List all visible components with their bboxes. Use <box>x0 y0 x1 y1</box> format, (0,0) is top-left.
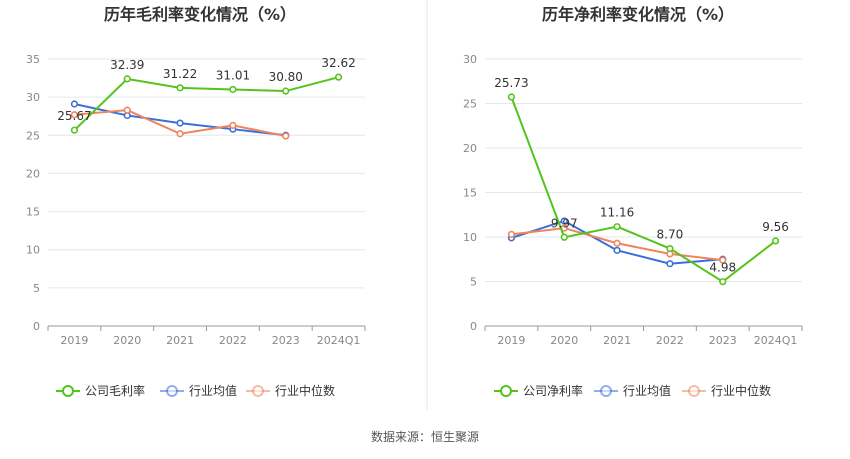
legend-marker <box>600 385 612 397</box>
data-point[interactable] <box>666 260 674 268</box>
chart-title: 历年净利率变化情况（%） <box>542 5 734 24</box>
chart-title: 历年毛利率变化情况（%） <box>104 5 296 24</box>
legend-marker <box>62 385 74 397</box>
data-point[interactable] <box>70 126 79 134</box>
legend-item[interactable]: 行业均值 <box>594 383 671 398</box>
x-tick-label: 2023 <box>272 334 300 347</box>
data-point[interactable] <box>507 230 516 238</box>
data-point[interactable] <box>507 93 516 101</box>
x-tick-label: 2020 <box>550 334 578 347</box>
data-label: 4.98 <box>709 261 736 275</box>
data-label: 31.01 <box>216 68 250 82</box>
x-tick-label: 2022 <box>656 334 684 347</box>
data-label: 25.67 <box>57 109 91 123</box>
x-tick-label: 2019 <box>497 334 525 347</box>
y-tick-label: 20 <box>26 167 40 180</box>
legend-item[interactable]: 行业中位数 <box>246 383 335 398</box>
x-tick-label: 2019 <box>60 334 88 347</box>
x-tick-label: 2021 <box>603 334 631 347</box>
legend-label: 行业均值 <box>623 383 671 398</box>
chart-2: 历年净利率变化情况（%） 0 5 10 15 20 25 30 2019 2020 2021 2022… <box>463 5 803 398</box>
series-3 <box>70 106 290 140</box>
legend-marker <box>688 385 700 397</box>
data-point[interactable] <box>176 119 184 127</box>
legend-item[interactable]: 行业均值 <box>160 383 237 398</box>
data-point[interactable] <box>613 239 621 247</box>
data-point[interactable] <box>70 100 79 108</box>
data-point[interactable] <box>282 132 290 140</box>
x-tick-label: 2021 <box>166 334 194 347</box>
legend-label: 公司净利率 <box>523 383 583 398</box>
legend-label: 行业中位数 <box>711 383 771 398</box>
data-label: 32.62 <box>321 56 355 70</box>
data-label: 9.56 <box>762 220 789 234</box>
data-point[interactable] <box>771 237 780 245</box>
data-point[interactable] <box>719 278 727 286</box>
data-point[interactable] <box>282 87 290 95</box>
data-label: 8.70 <box>657 228 684 242</box>
legend-label: 行业中位数 <box>275 383 335 398</box>
x-tick-label: 2023 <box>709 334 737 347</box>
data-point[interactable] <box>613 246 621 254</box>
legend-item[interactable]: 公司毛利率 <box>56 383 145 398</box>
data-point[interactable] <box>176 84 184 92</box>
y-tick-label: 30 <box>463 53 477 66</box>
series-3 <box>507 224 727 264</box>
y-tick-label: 0 <box>33 320 40 333</box>
y-tick-label: 5 <box>470 276 477 289</box>
y-tick-label: 0 <box>470 320 477 333</box>
legend-marker <box>166 385 178 397</box>
y-tick-label: 10 <box>463 231 477 244</box>
data-point[interactable] <box>666 244 674 253</box>
data-point[interactable] <box>719 256 727 264</box>
data-point[interactable] <box>613 223 621 231</box>
data-point[interactable] <box>123 75 131 83</box>
legend-label: 公司毛利率 <box>85 383 145 398</box>
y-tick-label: 25 <box>463 98 477 111</box>
x-tick-label: 2022 <box>219 334 247 347</box>
y-tick-label: 30 <box>26 91 40 104</box>
legend-marker <box>500 385 512 397</box>
x-tick-label: 2024Q1 <box>317 334 361 347</box>
data-point[interactable] <box>70 111 79 119</box>
data-label: 11.16 <box>600 206 634 220</box>
data-label: 32.39 <box>110 58 144 72</box>
data-point[interactable] <box>123 106 131 114</box>
y-tick-label: 35 <box>26 53 40 66</box>
data-point[interactable] <box>229 121 237 129</box>
series-1 <box>70 73 343 134</box>
series-1 <box>507 93 780 286</box>
legend-item[interactable]: 公司净利率 <box>494 383 583 398</box>
series-line <box>510 96 777 283</box>
series-line <box>73 76 339 131</box>
y-tick-label: 25 <box>26 129 40 142</box>
data-point[interactable] <box>560 217 568 225</box>
legend-item[interactable]: 行业中位数 <box>682 383 771 398</box>
data-point[interactable] <box>176 130 184 138</box>
data-point[interactable] <box>334 73 343 81</box>
y-tick-label: 20 <box>463 142 477 155</box>
x-tick-label: 2024Q1 <box>754 334 798 347</box>
data-source: 数据来源：恒生聚源 <box>370 430 479 444</box>
y-tick-label: 5 <box>33 282 40 295</box>
y-tick-label: 15 <box>26 206 40 219</box>
data-point[interactable] <box>560 233 568 241</box>
y-tick-label: 15 <box>463 187 477 200</box>
data-label: 30.80 <box>269 70 303 84</box>
data-point[interactable] <box>229 85 237 94</box>
legend-marker <box>252 385 264 397</box>
legend-label: 行业均值 <box>189 383 237 398</box>
data-label: 25.73 <box>494 76 528 90</box>
data-label: 9.97 <box>551 216 578 230</box>
x-tick-label: 2020 <box>113 334 141 347</box>
chart-1: 历年毛利率变化情况（%） 0 5 10 15 20 25 30 35 2019 2020 2021 20… <box>26 5 366 398</box>
y-tick-label: 10 <box>26 244 40 257</box>
data-label: 31.22 <box>163 67 197 81</box>
